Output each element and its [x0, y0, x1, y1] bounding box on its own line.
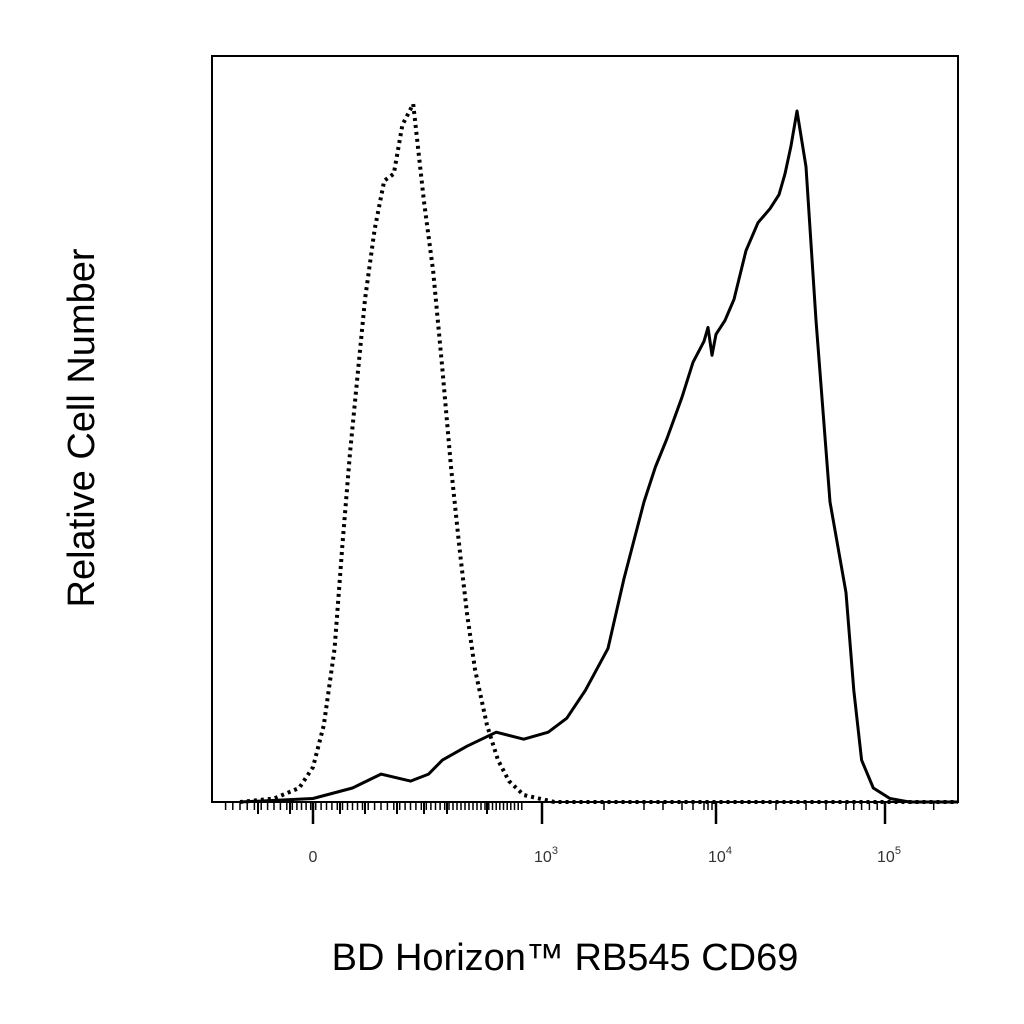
x-axis-label: BD Horizon™ RB545 CD69 [332, 937, 799, 979]
x-tick-label: 104 [708, 845, 732, 866]
series-solid-line [239, 109, 958, 804]
x-tick-label: 0 [309, 849, 318, 866]
plot-frame [211, 55, 959, 803]
series-group [239, 102, 958, 804]
x-tick-label: 103 [534, 845, 558, 866]
x-axis: 0 103 104 105 [224, 802, 935, 866]
x-tick-label: 105 [877, 845, 901, 866]
series-dotted-line [239, 102, 958, 804]
y-axis-label: Relative Cell Number [61, 248, 103, 607]
